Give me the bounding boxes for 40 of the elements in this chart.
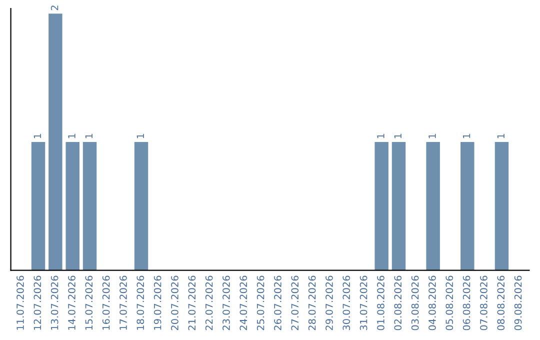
x-tick-label: 14.07.2026 (68, 276, 76, 330)
x-tick-label: 08.08.2026 (497, 276, 505, 330)
x-tick-label: 29.07.2026 (326, 276, 333, 330)
x-tick-label: 01.08.2026 (377, 276, 384, 330)
x-tick-label: 25.07.2026 (256, 276, 264, 330)
x-tick-label: 04.08.2026 (428, 276, 436, 330)
x-tick-label: 31.07.2026 (360, 276, 368, 330)
data-label: 1 (394, 134, 402, 138)
data-label: 1 (85, 134, 92, 138)
data-label: 1 (68, 134, 76, 138)
data-label: 1 (34, 134, 41, 138)
data-label: 1 (463, 134, 470, 138)
x-tick-label: 20.07.2026 (171, 276, 178, 330)
x-tick-label: 19.07.2026 (154, 276, 162, 330)
x-tick-label: 16.07.2026 (102, 276, 110, 330)
x-tick-label: 06.08.2026 (462, 276, 470, 330)
x-tick-label: 07.08.2026 (480, 276, 488, 330)
data-label: 1 (377, 134, 384, 138)
x-tick-label: 15.07.2026 (85, 276, 93, 330)
x-tick-label: 26.07.2026 (274, 276, 282, 330)
data-label: 1 (428, 134, 436, 138)
x-tick-label: 24.07.2026 (240, 276, 248, 330)
x-tick-label: 12.07.2026 (34, 276, 42, 330)
x-tick-label: 05.08.2026 (446, 276, 454, 330)
x-tick-label: 03.08.2026 (411, 276, 419, 330)
x-tick-label: 09.08.2026 (514, 276, 522, 330)
data-label: 1 (497, 134, 504, 138)
x-tick-label: 30.07.2026 (342, 276, 350, 330)
x-tick-label: 28.07.2026 (308, 276, 316, 330)
data-label: 1 (136, 134, 144, 138)
x-tick-label: 21.07.2026 (188, 276, 196, 330)
x-tick-label: 02.08.2026 (394, 276, 402, 330)
x-tick-label: 23.07.2026 (222, 276, 230, 330)
x-tick-label: 17.07.2026 (120, 276, 127, 330)
x-tick-label: 13.07.2026 (50, 276, 58, 330)
x-tick-label: 11.07.2026 (16, 276, 24, 330)
x-tick-label: 27.07.2026 (291, 276, 299, 330)
data-label: 2 (50, 6, 58, 10)
x-tick-label: 18.07.2026 (136, 276, 144, 330)
x-tick-label: 22.07.2026 (205, 276, 213, 330)
